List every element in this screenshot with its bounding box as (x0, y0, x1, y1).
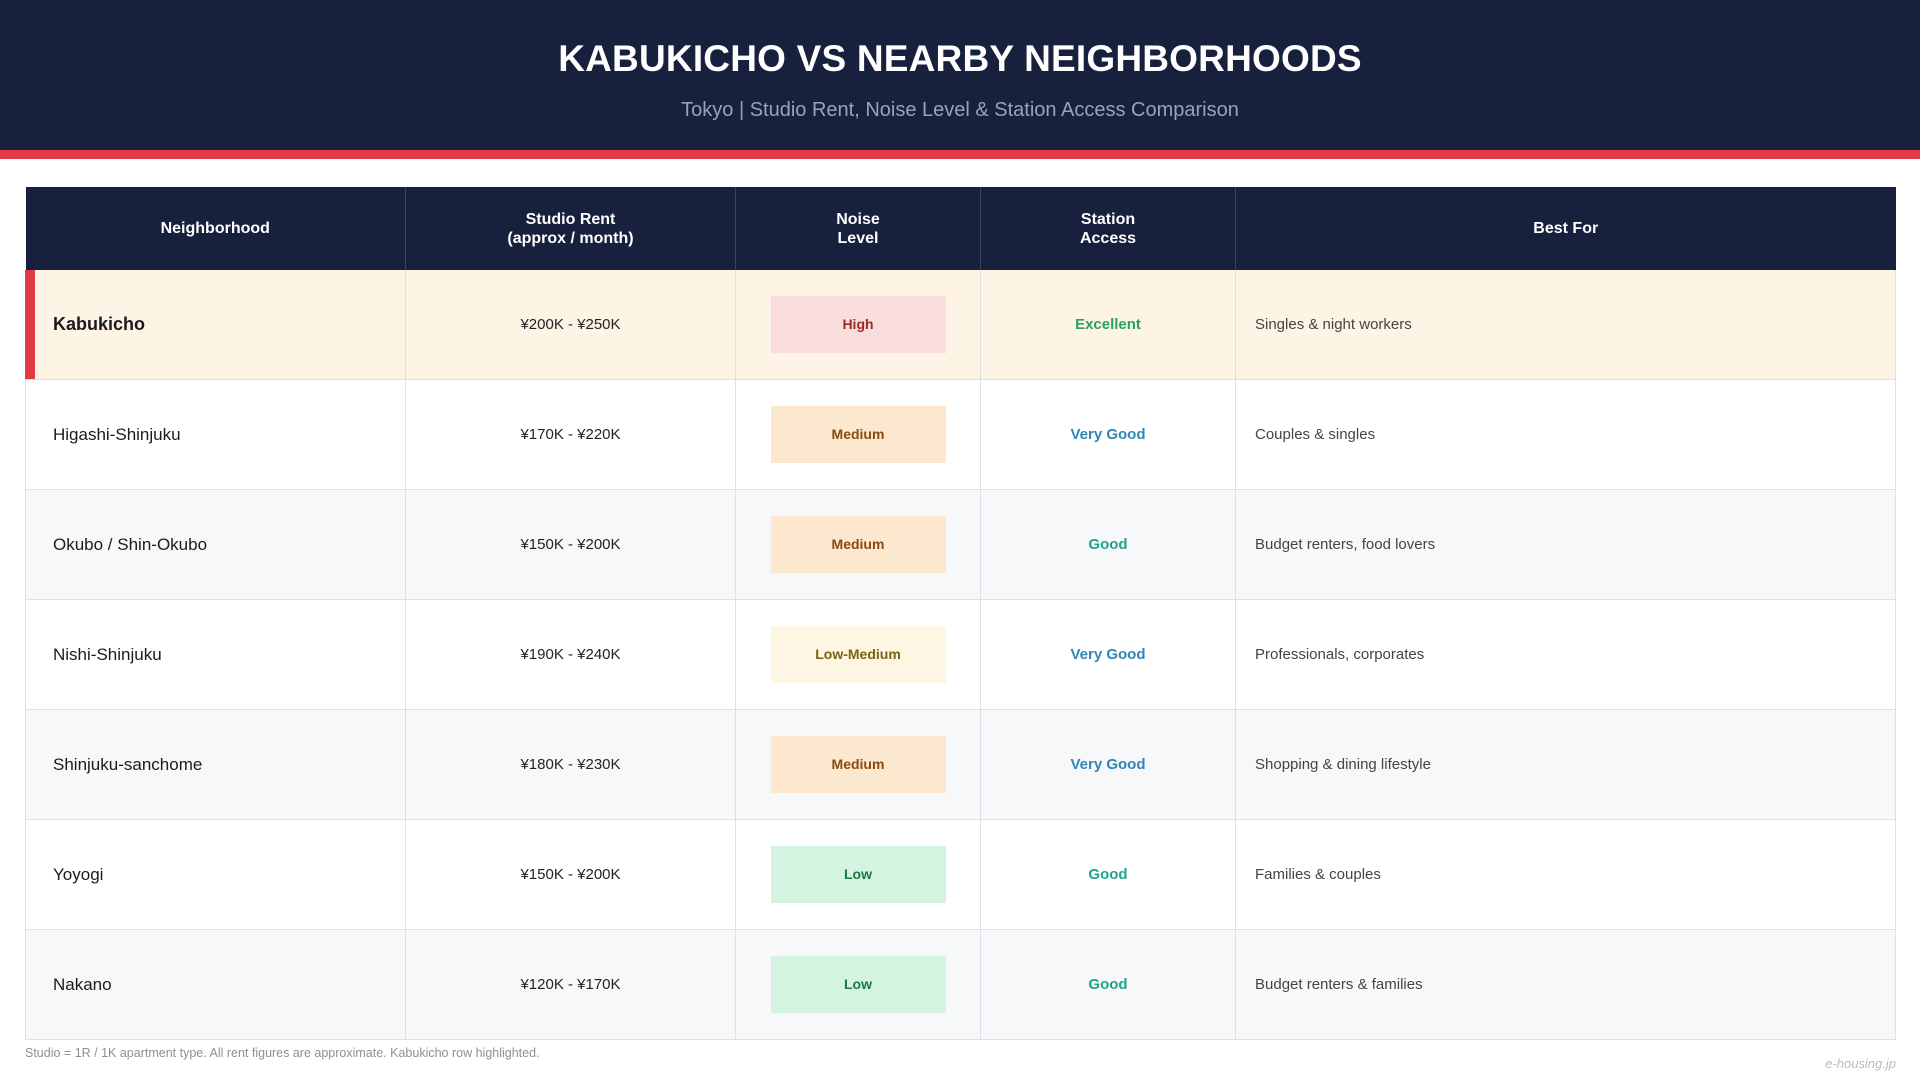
table-row: Shinjuku-sanchome ¥180K - ¥230K Medium V… (25, 709, 1896, 820)
column-header-station-access: Station Access (980, 187, 1236, 270)
noise-cell: Medium (735, 379, 981, 490)
neighborhood-name: Higashi-Shinjuku (53, 424, 181, 444)
rent-cell: ¥200K - ¥250K (405, 270, 736, 380)
neighborhood-name: Shinjuku-sanchome (53, 754, 203, 774)
noise-cell: Low (735, 819, 981, 930)
best-for-cell: Singles & night workers (1235, 270, 1896, 380)
station-access-rating: Good (1088, 976, 1128, 993)
best-for-cell: Families & couples (1235, 819, 1896, 930)
table-row: Higashi-Shinjuku ¥170K - ¥220K Medium Ve… (25, 379, 1896, 490)
station-cell: Good (980, 489, 1236, 600)
table-row: Yoyogi ¥150K - ¥200K Low Good Families &… (25, 819, 1896, 930)
best-for-cell: Couples & singles (1235, 379, 1896, 490)
station-access-rating: Good (1088, 536, 1128, 553)
noise-badge: Medium (770, 516, 946, 573)
rent-cell: ¥180K - ¥230K (405, 709, 736, 820)
neighborhood-cell: Okubo / Shin-Okubo (25, 489, 406, 600)
neighborhood-cell: Kabukicho (25, 270, 406, 380)
noise-cell: Medium (735, 709, 981, 820)
table-row-highlighted: Kabukicho ¥200K - ¥250K High Excellent S… (25, 270, 1896, 380)
noise-badge: Medium (770, 406, 946, 463)
neighborhood-name: Okubo / Shin-Okubo (53, 534, 208, 554)
neighborhood-cell: Higashi-Shinjuku (25, 379, 406, 490)
station-cell: Very Good (980, 709, 1236, 820)
table-row: Nishi-Shinjuku ¥190K - ¥240K Low-Medium … (25, 599, 1896, 710)
best-for-cell: Shopping & dining lifestyle (1235, 709, 1896, 820)
neighborhood-cell: Nakano (25, 929, 406, 1040)
noise-badge: High (770, 296, 946, 353)
best-for-cell: Professionals, corporates (1235, 599, 1896, 710)
comparison-table: Neighborhood Studio Rent (approx / month… (25, 187, 1896, 1040)
column-header-neighborhood: Neighborhood (25, 187, 406, 270)
column-header-best-for: Best For (1235, 187, 1896, 270)
noise-cell: Low-Medium (735, 599, 981, 710)
noise-cell: High (735, 270, 981, 380)
station-access-rating: Good (1088, 866, 1128, 883)
station-cell: Good (980, 819, 1236, 930)
highlight-marker (25, 270, 35, 379)
neighborhood-name: Nakano (53, 974, 112, 994)
best-for-cell: Budget renters & families (1235, 929, 1896, 1040)
source-watermark: e-housing.jp (1825, 1056, 1896, 1071)
station-access-rating: Excellent (1075, 316, 1141, 333)
noise-badge: Low (770, 846, 946, 903)
neighborhood-cell: Shinjuku-sanchome (25, 709, 406, 820)
noise-cell: Low (735, 929, 981, 1040)
noise-cell: Medium (735, 489, 981, 600)
neighborhood-name: Kabukicho (53, 314, 146, 334)
page-subtitle: Tokyo | Studio Rent, Noise Level & Stati… (681, 99, 1239, 121)
station-access-rating: Very Good (1070, 646, 1146, 663)
rent-cell: ¥170K - ¥220K (405, 379, 736, 490)
rent-cell: ¥120K - ¥170K (405, 929, 736, 1040)
neighborhood-name: Yoyogi (53, 864, 104, 884)
noise-badge: Low-Medium (770, 626, 946, 683)
column-header-noise-level: Noise Level (735, 187, 981, 270)
station-access-rating: Very Good (1070, 426, 1146, 443)
rent-cell: ¥150K - ¥200K (405, 819, 736, 930)
footnote: Studio = 1R / 1K apartment type. All ren… (25, 1046, 540, 1060)
noise-badge: Low (770, 956, 946, 1013)
column-header-studio-rent: Studio Rent (approx / month) (405, 187, 736, 270)
page-header: KABUKICHO VS NEARBY NEIGHBORHOODS Tokyo … (0, 0, 1920, 150)
neighborhood-cell: Yoyogi (25, 819, 406, 930)
noise-badge: Medium (770, 736, 946, 793)
page-title: KABUKICHO VS NEARBY NEIGHBORHOODS (558, 38, 1362, 79)
best-for-cell: Budget renters, food lovers (1235, 489, 1896, 600)
accent-divider (0, 150, 1920, 159)
station-access-rating: Very Good (1070, 756, 1146, 773)
neighborhood-name: Nishi-Shinjuku (53, 644, 162, 664)
station-cell: Very Good (980, 379, 1236, 490)
table-row: Okubo / Shin-Okubo ¥150K - ¥200K Medium … (25, 489, 1896, 600)
station-cell: Excellent (980, 270, 1236, 380)
table-row: Nakano ¥120K - ¥170K Low Good Budget ren… (25, 929, 1896, 1040)
station-cell: Very Good (980, 599, 1236, 710)
neighborhood-cell: Nishi-Shinjuku (25, 599, 406, 710)
rent-cell: ¥150K - ¥200K (405, 489, 736, 600)
station-cell: Good (980, 929, 1236, 1040)
rent-cell: ¥190K - ¥240K (405, 599, 736, 710)
table-header-row: Neighborhood Studio Rent (approx / month… (25, 187, 1896, 270)
